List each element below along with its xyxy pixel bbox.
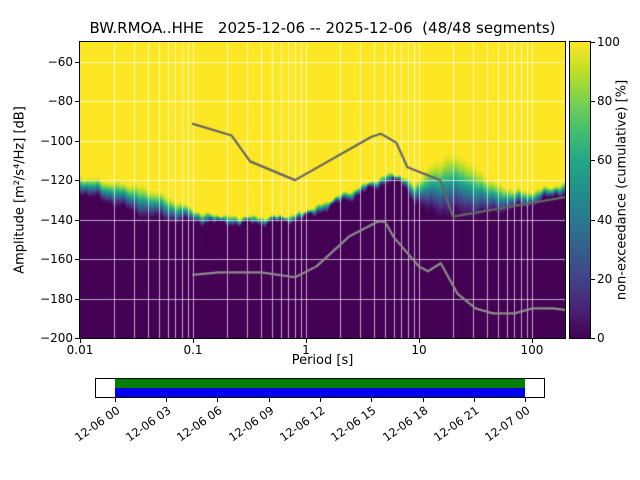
colorbar-tick-label: 100 — [597, 35, 620, 49]
colorbar-tick-label: 80 — [597, 94, 613, 109]
colorbar-tick-label: 60 — [597, 153, 613, 168]
x-tick-label: 10 — [411, 343, 427, 357]
colorbar-tick-label: 0 — [597, 331, 605, 345]
y-tick-label: −100 — [40, 133, 73, 148]
y-tick-mark — [75, 61, 79, 63]
colorbar-tick-mark — [591, 42, 595, 43]
x-tick-mark — [80, 339, 81, 343]
x-tick-label: 1 — [302, 343, 310, 357]
y-tick-label: −60 — [47, 54, 73, 69]
time-coverage-bar — [95, 378, 545, 398]
time-tick-mark — [217, 398, 219, 402]
x-tick-label: 0.1 — [183, 343, 203, 357]
y-tick-mark — [75, 298, 79, 300]
coverage-bar-green — [115, 379, 525, 388]
x-tick-label: 0.01 — [66, 343, 94, 357]
time-tick-mark — [166, 398, 168, 402]
time-tick-mark — [268, 398, 270, 402]
x-tick-mark — [192, 339, 194, 343]
time-tick-mark — [371, 398, 373, 402]
time-tick-mark — [320, 398, 321, 402]
colorbar-tick-label: 20 — [597, 271, 613, 286]
colorbar-tick-mark — [591, 338, 595, 339]
y-tick-label: −120 — [40, 173, 73, 188]
time-tick-mark — [525, 398, 527, 402]
y-tick-label: −140 — [40, 212, 73, 227]
y-tick-mark — [75, 259, 79, 261]
colorbar-tick-mark — [591, 219, 595, 221]
colorbar-tick-mark — [591, 101, 595, 103]
colorbar — [569, 41, 591, 339]
x-tick-mark — [531, 339, 533, 343]
coverage-bar-blue — [115, 388, 525, 397]
ppsd-heatmap — [79, 41, 566, 339]
x-tick-mark — [305, 339, 307, 343]
y-tick-label: −200 — [40, 331, 73, 345]
x-tick-label: 100 — [520, 343, 544, 357]
time-tick-mark — [114, 398, 116, 402]
colorbar-tick-label: 40 — [597, 212, 613, 227]
plot-title: BW.RMOA..HHE 2025-12-06 -- 2025-12-06 (4… — [89, 19, 556, 37]
colorbar-tick-mark — [591, 160, 595, 162]
colorbar-tick-mark — [591, 278, 595, 280]
y-tick-mark — [75, 219, 79, 221]
y-tick-mark — [75, 140, 79, 142]
time-tick-mark — [422, 398, 424, 402]
y-tick-label: −180 — [40, 291, 73, 306]
time-tick-mark — [473, 398, 475, 402]
y-tick-mark — [75, 180, 79, 182]
x-axis-label: Period [s] — [291, 353, 354, 368]
y-tick-label: −80 — [47, 94, 73, 109]
y-tick-label: −160 — [40, 252, 73, 267]
x-tick-mark — [418, 339, 420, 343]
y-tick-mark — [75, 338, 79, 339]
y-tick-mark — [75, 101, 79, 103]
